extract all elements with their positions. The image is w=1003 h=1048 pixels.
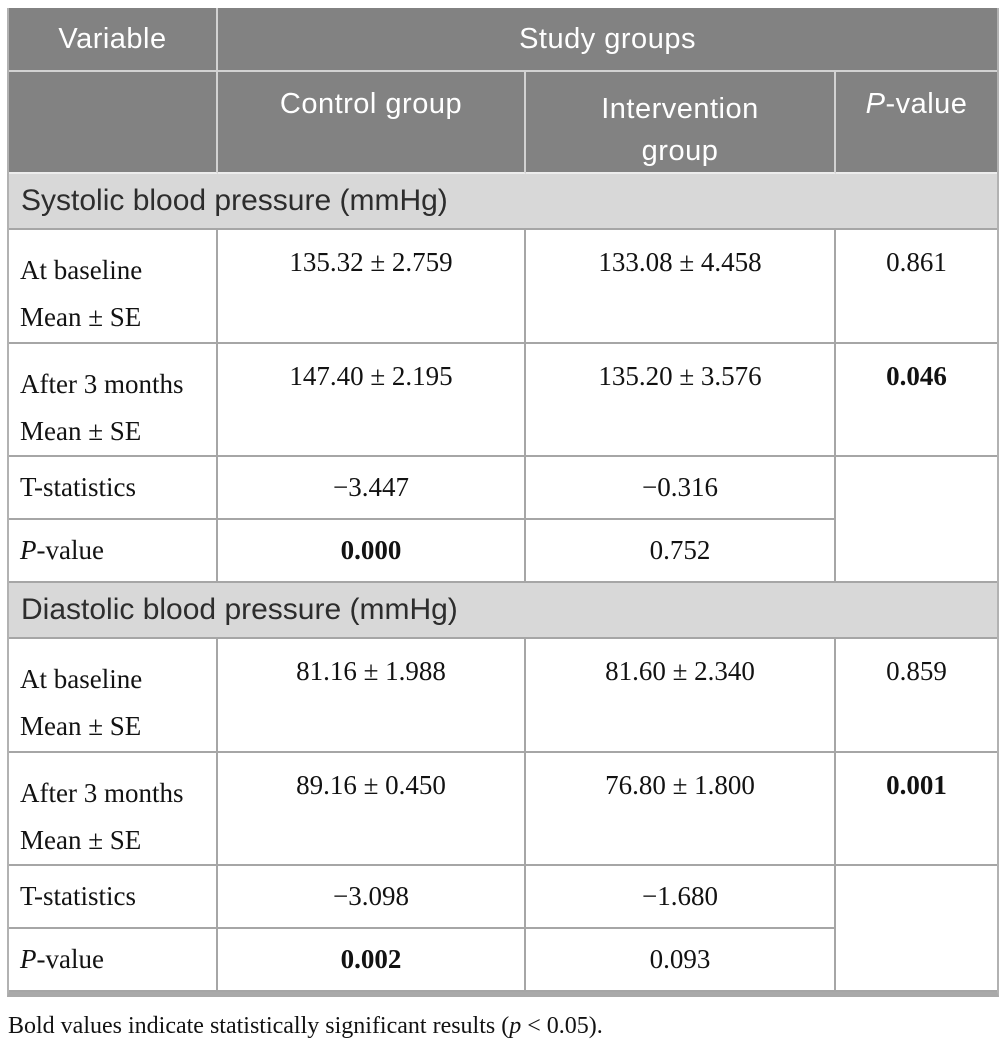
section-title-systolic: Systolic blood pressure (mmHg) (9, 174, 998, 231)
row-label-line1: After 3 months (20, 368, 184, 399)
value-intervention: 0.093 (526, 929, 836, 993)
value-intervention: 0.752 (526, 520, 836, 584)
row-label-line2: Mean ± SE (20, 415, 142, 446)
p-value-rest: -value (36, 535, 104, 566)
row-label-line1: After 3 months (20, 777, 184, 808)
table-row-systolic-pvalue: P-value 0.000 0.752 (9, 520, 997, 584)
value-control: −3.447 (218, 457, 526, 521)
value-control: 89.16 ± 0.450 (218, 752, 526, 867)
value-intervention: −1.680 (526, 866, 836, 930)
value-intervention: 133.08 ± 4.458 (526, 230, 836, 344)
row-label-baseline: At baseline Mean ± SE (9, 230, 218, 344)
row-label-line1: At baseline (20, 664, 143, 695)
header-row-top: Variable Study groups (9, 8, 998, 72)
header-variable: Variable (9, 8, 218, 72)
section-systolic: Systolic blood pressure (mmHg) (9, 174, 998, 231)
value-p: 0.861 (836, 230, 998, 344)
value-control: −3.098 (218, 866, 526, 930)
value-intervention: 76.80 ± 1.800 (526, 752, 836, 867)
row-label-after-3-months: After 3 months Mean ± SE (9, 752, 218, 867)
row-label-line1: At baseline (20, 255, 143, 286)
value-intervention: −0.316 (526, 457, 836, 521)
table-row-systolic-baseline: At baseline Mean ± SE 135.32 ± 2.759 133… (9, 230, 998, 344)
section-diastolic: Diastolic blood pressure (mmHg) (9, 583, 998, 640)
row-label-t-statistics: T-statistics (9, 457, 218, 521)
value-intervention: 135.20 ± 3.576 (526, 343, 836, 458)
value-p: 0.001 (836, 752, 998, 867)
row-label-line2: Mean ± SE (20, 711, 142, 742)
row-label-line2: Mean ± SE (20, 824, 142, 855)
header-intervention-label: Intervention group (601, 93, 759, 168)
p-value-italic-p: P (865, 88, 886, 120)
row-label-line2: Mean ± SE (20, 302, 142, 333)
table-footnote: Bold values indicate statistically signi… (8, 1013, 996, 1040)
value-intervention: 81.60 ± 2.340 (526, 639, 836, 753)
header-row-groups: Control group Intervention group P-value (9, 72, 998, 175)
row-label-baseline: At baseline Mean ± SE (9, 639, 218, 753)
merged-empty-cell (836, 866, 998, 993)
header-study-groups: Study groups (218, 8, 998, 72)
row-label-after-3-months: After 3 months Mean ± SE (9, 343, 218, 458)
header-p-value: P-value (836, 72, 998, 175)
value-control: 135.32 ± 2.759 (218, 230, 526, 344)
value-control: 0.002 (218, 929, 526, 993)
merged-empty-cell (836, 457, 998, 584)
value-control: 147.40 ± 2.195 (218, 343, 526, 458)
header-control-group: Control group (218, 72, 526, 175)
section-title-diastolic: Diastolic blood pressure (mmHg) (9, 583, 998, 640)
row-label-t-statistics: T-statistics (9, 866, 218, 930)
blood-pressure-results-table: Variable Study groups Control group Inte… (7, 8, 1000, 998)
value-control: 0.000 (218, 520, 526, 584)
p-value-italic-p: P (20, 944, 37, 975)
table-row-diastolic-baseline: At baseline Mean ± SE 81.16 ± 1.988 81.6… (9, 639, 998, 753)
row-label-p-value: P-value (9, 929, 218, 993)
header-empty-cell (9, 72, 218, 175)
table-row-systolic-after: After 3 months Mean ± SE 147.40 ± 2.195 … (9, 343, 998, 458)
table-row-diastolic-after: After 3 months Mean ± SE 89.16 ± 0.450 7… (9, 752, 998, 867)
value-p: 0.046 (836, 343, 998, 458)
table-row-diastolic-tstat: T-statistics −3.098 −1.680 (9, 866, 998, 993)
p-value-italic-p: P (20, 535, 37, 566)
value-control: 81.16 ± 1.988 (218, 639, 526, 753)
table-row-systolic-tstat: T-statistics −3.447 −0.316 (9, 457, 998, 584)
row-label-p-value: P-value (9, 520, 218, 584)
value-p: 0.859 (836, 639, 998, 753)
p-value-rest: -value (36, 944, 104, 975)
table-row-diastolic-pvalue: P-value 0.002 0.093 (9, 929, 997, 993)
p-value-rest: -value (885, 88, 968, 120)
header-intervention-group: Intervention group (526, 72, 836, 175)
